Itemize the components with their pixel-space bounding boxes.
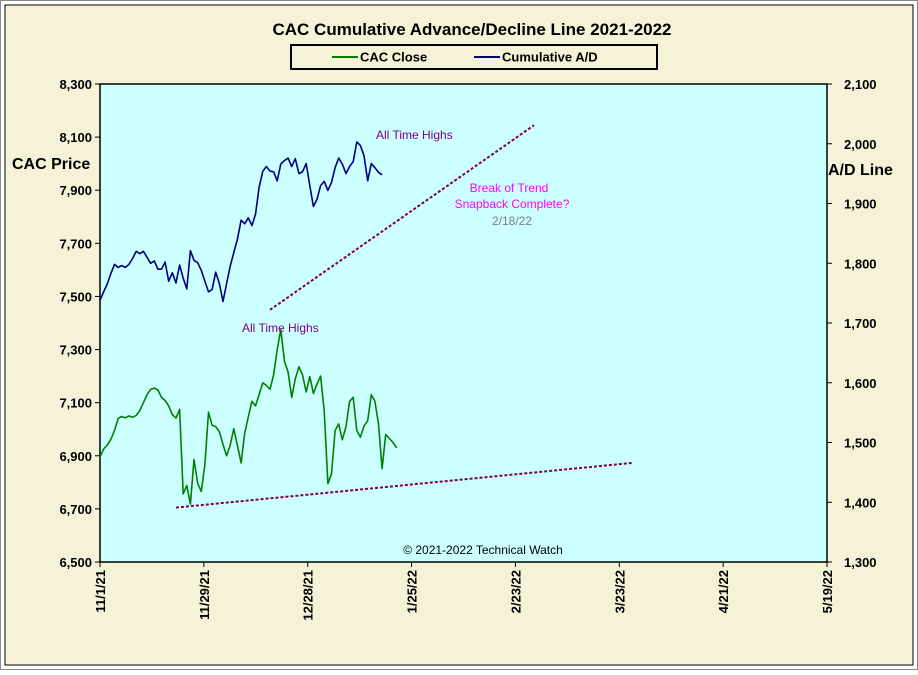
annotation-break-of-trend: Break of Trend [470,181,549,195]
ad-uptrend-line [269,124,535,311]
right-tick-label: 1,600 [844,376,877,391]
legend-label-cac-close: CAC Close [360,50,427,65]
trendlines [175,124,632,509]
left-tick-label: 7,900 [59,183,92,198]
x-tick-label: 1/25/22 [405,570,420,613]
left-tick-label: 7,300 [59,343,92,358]
annotation-snapback: Snapback Complete? [455,197,570,211]
plot-area [99,83,828,563]
copyright-text: © 2021-2022 Technical Watch [403,543,563,557]
right-tick-label: 1,300 [844,555,877,570]
left-axis-title: CAC Price [12,156,90,173]
x-tick-label: 11/1/21 [93,570,108,613]
left-tick-label: 7,500 [59,289,92,304]
series-line-cac-close [99,328,398,505]
left-tick-label: 7,100 [59,396,92,411]
x-tick-label: 2/23/22 [508,570,523,613]
legend-label-cumulative-ad: Cumulative A/D [502,50,598,65]
series-lines [99,141,398,505]
right-tick-label: 2,000 [844,137,877,152]
left-tick-label: 6,700 [59,502,92,517]
right-axis-title: A/D Line [828,162,893,179]
left-tick-label: 7,700 [59,236,92,251]
left-tick-label: 6,500 [59,555,92,570]
right-tick-label: 1,800 [844,256,877,271]
annotation-all-time-highs-ad: All Time Highs [376,128,453,142]
axes: 8,300 8,100 7,900 7,700 7,500 7,300 7,100 6,900… [59,77,876,621]
right-tick-label: 2,100 [844,77,877,92]
right-tick-label: 1,400 [844,495,877,510]
x-tick-label: 4/21/22 [716,570,731,613]
right-tick-label: 1,500 [844,436,877,451]
x-tick-label: 5/19/22 [820,570,835,613]
cac-support-line [175,461,632,509]
left-tick-label: 8,100 [59,130,92,145]
right-tick-label: 1,900 [844,197,877,212]
legend: CAC Close Cumulative A/D [290,44,658,70]
x-tick-label: 11/29/21 [197,570,212,620]
right-tick-label: 1,700 [844,316,877,331]
x-tick-label: 3/23/22 [612,570,627,613]
series-line-cumulative-ad [99,141,383,303]
x-tick-label: 12/28/21 [301,570,316,621]
annotation-all-time-highs-cac: All Time Highs [242,321,319,335]
annotation-date: 2/18/22 [492,214,532,228]
left-tick-label: 8,300 [59,77,92,92]
chart-title: CAC Cumulative Advance/Decline Line 2021… [272,20,671,39]
left-tick-label: 6,900 [59,449,92,464]
